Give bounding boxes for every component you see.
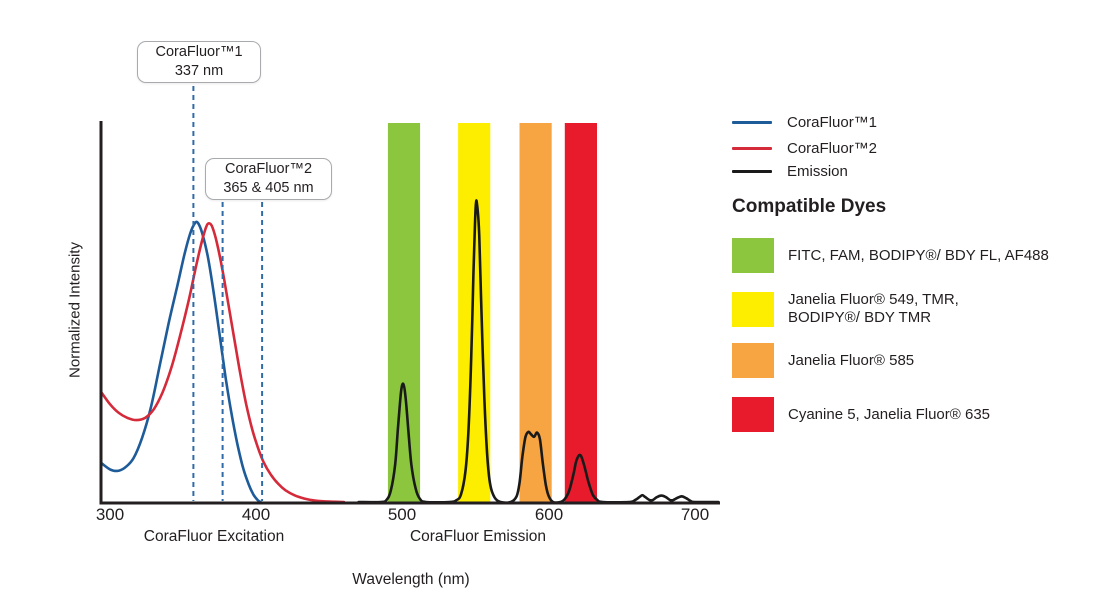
legend-line-emission <box>732 169 772 173</box>
dye-label-green: FITC, FAM, BODIPY®/ BDY FL, AF488 <box>788 246 1049 264</box>
x-axis-label: Wavelength (nm) <box>352 571 470 588</box>
x-tick-400: 400 <box>241 505 271 524</box>
dye-label-red: Cyanine 5, Janelia Fluor® 635 <box>788 405 991 423</box>
annotation-corafluor1: CoraFluor™1 337 nm <box>137 41 261 83</box>
legend-label-emission: Emission <box>787 162 848 180</box>
legend-item-emission: Emission <box>732 161 848 181</box>
annotation-corafluor2-title: CoraFluor™2 <box>224 161 313 177</box>
series-curve <box>99 220 262 504</box>
legend-item-corafluor2: CoraFluor™2 <box>732 138 877 158</box>
x-tick-500: 500 <box>387 505 417 524</box>
dye-label-yellow: Janelia Fluor® 549, TMR, BODIPY®/ BDY TM… <box>788 291 959 326</box>
dye-swatch-green <box>732 238 774 273</box>
legend-line-corafluor1 <box>732 120 772 124</box>
dye-item-yellow: Janelia Fluor® 549, TMR, BODIPY®/ BDY TM… <box>732 291 959 327</box>
series-curve <box>99 222 346 504</box>
dye-label-orange: Janelia Fluor® 585 <box>788 351 915 369</box>
legend-line-corafluor2 <box>732 146 772 150</box>
series-curve <box>357 199 720 504</box>
dye-swatch-orange <box>732 343 774 378</box>
dye-swatch-red <box>732 397 774 432</box>
dye-item-green: FITC, FAM, BODIPY®/ BDY FL, AF488 <box>732 238 1049 273</box>
dye-swatch-yellow <box>732 291 774 327</box>
filter-band <box>564 123 597 502</box>
annotation-corafluor1-value: 337 nm <box>174 63 224 79</box>
filter-band <box>387 123 421 502</box>
x-tick-300: 300 <box>95 505 125 524</box>
compatible-dyes-heading: Compatible Dyes <box>732 196 887 217</box>
x-tick-700: 700 <box>680 505 710 524</box>
legend-item-corafluor1: CoraFluor™1 <box>732 112 877 132</box>
dye-item-red: Cyanine 5, Janelia Fluor® 635 <box>732 397 990 432</box>
section-label-excitation: CoraFluor Excitation <box>143 528 285 545</box>
annotation-corafluor2: CoraFluor™2 365 & 405 nm <box>205 158 332 200</box>
y-axis-label: Normalized Intensity <box>66 242 84 378</box>
legend-label-corafluor2: CoraFluor™2 <box>787 139 878 157</box>
section-label-emission: CoraFluor Emission <box>409 528 547 545</box>
annotation-corafluor2-value: 365 & 405 nm <box>223 180 314 196</box>
x-tick-600: 600 <box>534 505 564 524</box>
annotation-corafluor1-title: CoraFluor™1 <box>155 44 243 60</box>
legend-label-corafluor1: CoraFluor™1 <box>787 113 878 131</box>
dye-item-orange: Janelia Fluor® 585 <box>732 343 914 378</box>
